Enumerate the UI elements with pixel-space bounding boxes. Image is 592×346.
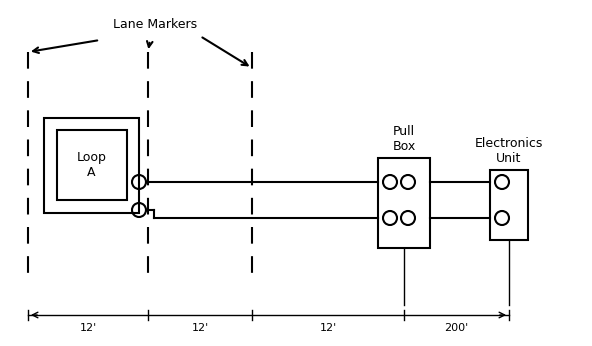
Bar xyxy=(490,170,528,240)
Text: Pull
Box: Pull Box xyxy=(392,125,416,153)
Bar xyxy=(44,118,139,213)
Text: 12': 12' xyxy=(79,323,96,333)
Text: 200': 200' xyxy=(445,323,469,333)
Text: 12': 12' xyxy=(319,323,337,333)
Text: Loop
A: Loop A xyxy=(76,152,107,180)
Bar xyxy=(57,130,127,200)
Text: Lane Markers: Lane Markers xyxy=(113,18,197,31)
Text: Electronics
Unit: Electronics Unit xyxy=(475,137,543,165)
Bar xyxy=(378,158,430,248)
Text: 12': 12' xyxy=(191,323,208,333)
